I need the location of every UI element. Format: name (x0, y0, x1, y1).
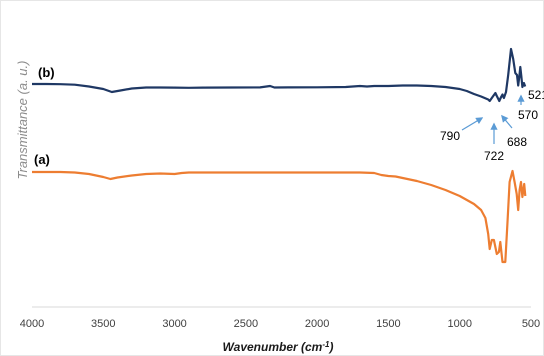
x-tick-label: 1500 (376, 318, 400, 330)
peak-arrow (461, 117, 484, 131)
x-axis-title: Wavenumber (cm-1) (223, 340, 334, 355)
series-lines (32, 47, 527, 264)
peak-arrow (501, 114, 513, 129)
x-tick-label: 4000 (20, 318, 44, 330)
x-tick-label: 500 (522, 318, 540, 330)
series-line-a (32, 169, 527, 264)
x-tick-label: 2500 (234, 318, 258, 330)
x-tick-labels: 4000 3500 3000 2500 2000 1500 1000 500 (20, 318, 540, 330)
series-label-a: (a) (34, 152, 50, 167)
x-tick-label: 2000 (305, 318, 329, 330)
peak-label-722: 722 (484, 149, 504, 163)
peak-label-688: 688 (507, 135, 527, 149)
peak-label-570: 570 (518, 108, 538, 122)
series-label-b: (b) (38, 65, 55, 80)
y-axis-title: Transmittance (a. u.) (15, 61, 30, 180)
series-line-b (32, 47, 527, 103)
x-tick-label: 3000 (162, 318, 186, 330)
peak-label-790: 790 (440, 129, 460, 143)
x-tick-label: 1000 (447, 318, 471, 330)
x-tick-label: 3500 (91, 318, 115, 330)
peak-label-521: 521 (528, 88, 544, 102)
